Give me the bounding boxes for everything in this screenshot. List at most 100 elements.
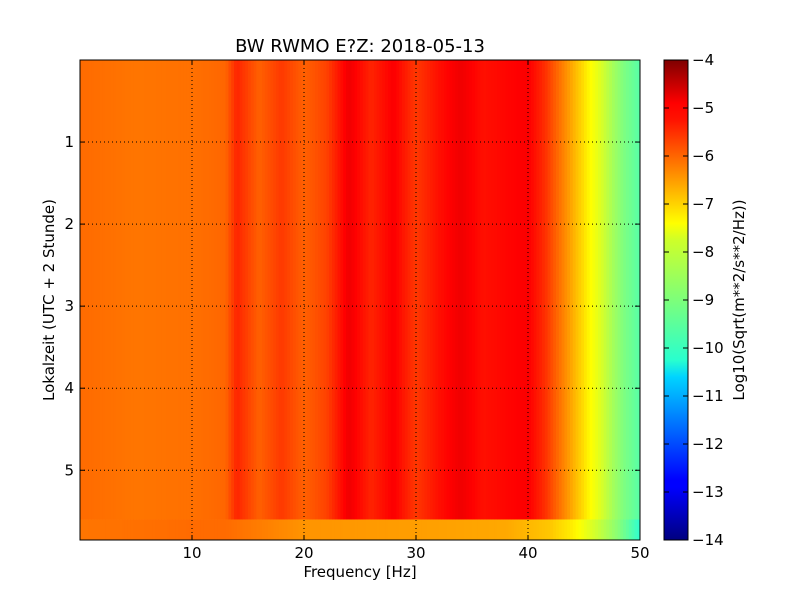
heatmap-band-cell: [488, 519, 493, 540]
colorbar-tick-label: −5: [692, 99, 714, 117]
x-tick-label: 20: [294, 544, 313, 562]
heatmap-band-cell: [147, 519, 151, 540]
heatmap-column: [119, 60, 123, 520]
heatmap-band-cell: [318, 519, 322, 540]
heatmap-band-cell: [511, 519, 515, 540]
heatmap-band-cell: [231, 519, 235, 540]
heatmap-band-cell: [600, 519, 605, 540]
heatmap-band-cell: [144, 519, 148, 540]
heatmap-band-cell: [480, 519, 484, 540]
heatmap-column: [217, 60, 221, 520]
heatmap-band-cell: [155, 519, 159, 540]
heatmap-column: [637, 60, 640, 520]
heatmap-column: [564, 60, 568, 520]
heatmap-band-cell: [446, 519, 451, 540]
heatmap-band-cell: [592, 519, 596, 540]
heatmap-column: [152, 60, 157, 520]
colorbar-tick-label: −10: [692, 339, 724, 357]
heatmap-column: [449, 60, 453, 520]
heatmap-column: [617, 60, 621, 520]
heatmap-column: [155, 60, 159, 520]
colorbar-tick-label: −8: [692, 243, 714, 261]
heatmap-column: [466, 60, 470, 520]
heatmap-band-cell: [94, 519, 98, 540]
heatmap-column: [287, 60, 291, 520]
heatmap-band-cell: [421, 519, 425, 540]
heatmap-band-cell: [113, 519, 117, 540]
heatmap-band-cell: [270, 519, 274, 540]
heatmap-band-cell: [276, 519, 280, 540]
heatmap-column: [144, 60, 148, 520]
heatmap-column: [214, 60, 218, 520]
heatmap-band-cell: [206, 519, 210, 540]
heatmap-column: [556, 60, 560, 520]
heatmap-column: [410, 60, 414, 520]
heatmap-band-cell: [304, 519, 308, 540]
heatmap-band-cell: [432, 519, 437, 540]
colorbar-tick-label: −13: [692, 483, 724, 501]
heatmap-column: [382, 60, 386, 520]
heatmap-band-cell: [508, 519, 512, 540]
heatmap-column: [239, 60, 243, 520]
heatmap-band-cell: [130, 519, 134, 540]
heatmap-column: [631, 60, 635, 520]
heatmap-band-cell: [287, 519, 291, 540]
heatmap-column: [530, 60, 535, 520]
heatmap-band-cell: [295, 519, 299, 540]
heatmap-column: [575, 60, 579, 520]
heatmap-column: [589, 60, 593, 520]
heatmap-band-cell: [598, 519, 602, 540]
y-tick-label: 1: [64, 133, 74, 151]
heatmap-band-cell: [553, 519, 557, 540]
heatmap-band-cell: [528, 519, 532, 540]
heatmap-column: [514, 60, 518, 520]
heatmap-band-cell: [379, 519, 383, 540]
heatmap-band-cell: [371, 519, 375, 540]
heatmap-band-cell: [374, 519, 378, 540]
heatmap-column: [427, 60, 431, 520]
heatmap-column: [572, 60, 577, 520]
heatmap-band-cell: [91, 519, 95, 540]
heatmap-column: [136, 60, 140, 520]
x-tick-label: 40: [518, 544, 537, 562]
heatmap-band-cell: [222, 519, 227, 540]
heatmap-column: [273, 60, 277, 520]
heatmap-band-cell: [99, 519, 103, 540]
heatmap-band-cell: [413, 519, 417, 540]
heatmap-band-cell: [208, 519, 213, 540]
heatmap-band-cell: [337, 519, 341, 540]
heatmap-band-cell: [438, 519, 442, 540]
heatmap-band-cell: [430, 519, 434, 540]
heatmap-column: [416, 60, 420, 520]
y-tick-label: 4: [64, 379, 74, 397]
heatmap-band-cell: [368, 519, 372, 540]
heatmap-column: [609, 60, 613, 520]
heatmap-column: [124, 60, 129, 520]
heatmap-band-cell: [516, 519, 521, 540]
heatmap-column: [91, 60, 95, 520]
heatmap-column: [570, 60, 574, 520]
heatmap-column: [477, 60, 481, 520]
heatmap-band-cell: [264, 519, 269, 540]
heatmap-column: [567, 60, 571, 520]
heatmap-column: [354, 60, 358, 520]
heatmap-column: [592, 60, 596, 520]
heatmap-column: [547, 60, 551, 520]
heatmap-column: [418, 60, 423, 520]
heatmap-column: [183, 60, 187, 520]
heatmap-band-cell: [427, 519, 431, 540]
heatmap-band-cell: [441, 519, 445, 540]
heatmap-column: [379, 60, 383, 520]
heatmap-band-cell: [262, 519, 266, 540]
heatmap-band-cell: [399, 519, 403, 540]
heatmap-column: [544, 60, 549, 520]
heatmap-column: [505, 60, 509, 520]
heatmap-column: [133, 60, 137, 520]
heatmap-band-cell: [452, 519, 456, 540]
heatmap-column: [491, 60, 495, 520]
heatmap-band-cell: [96, 519, 101, 540]
heatmap-band-cell: [556, 519, 560, 540]
heatmap-band-cell: [522, 519, 526, 540]
heatmap-band-cell: [634, 519, 638, 540]
heatmap-band-cell: [572, 519, 577, 540]
